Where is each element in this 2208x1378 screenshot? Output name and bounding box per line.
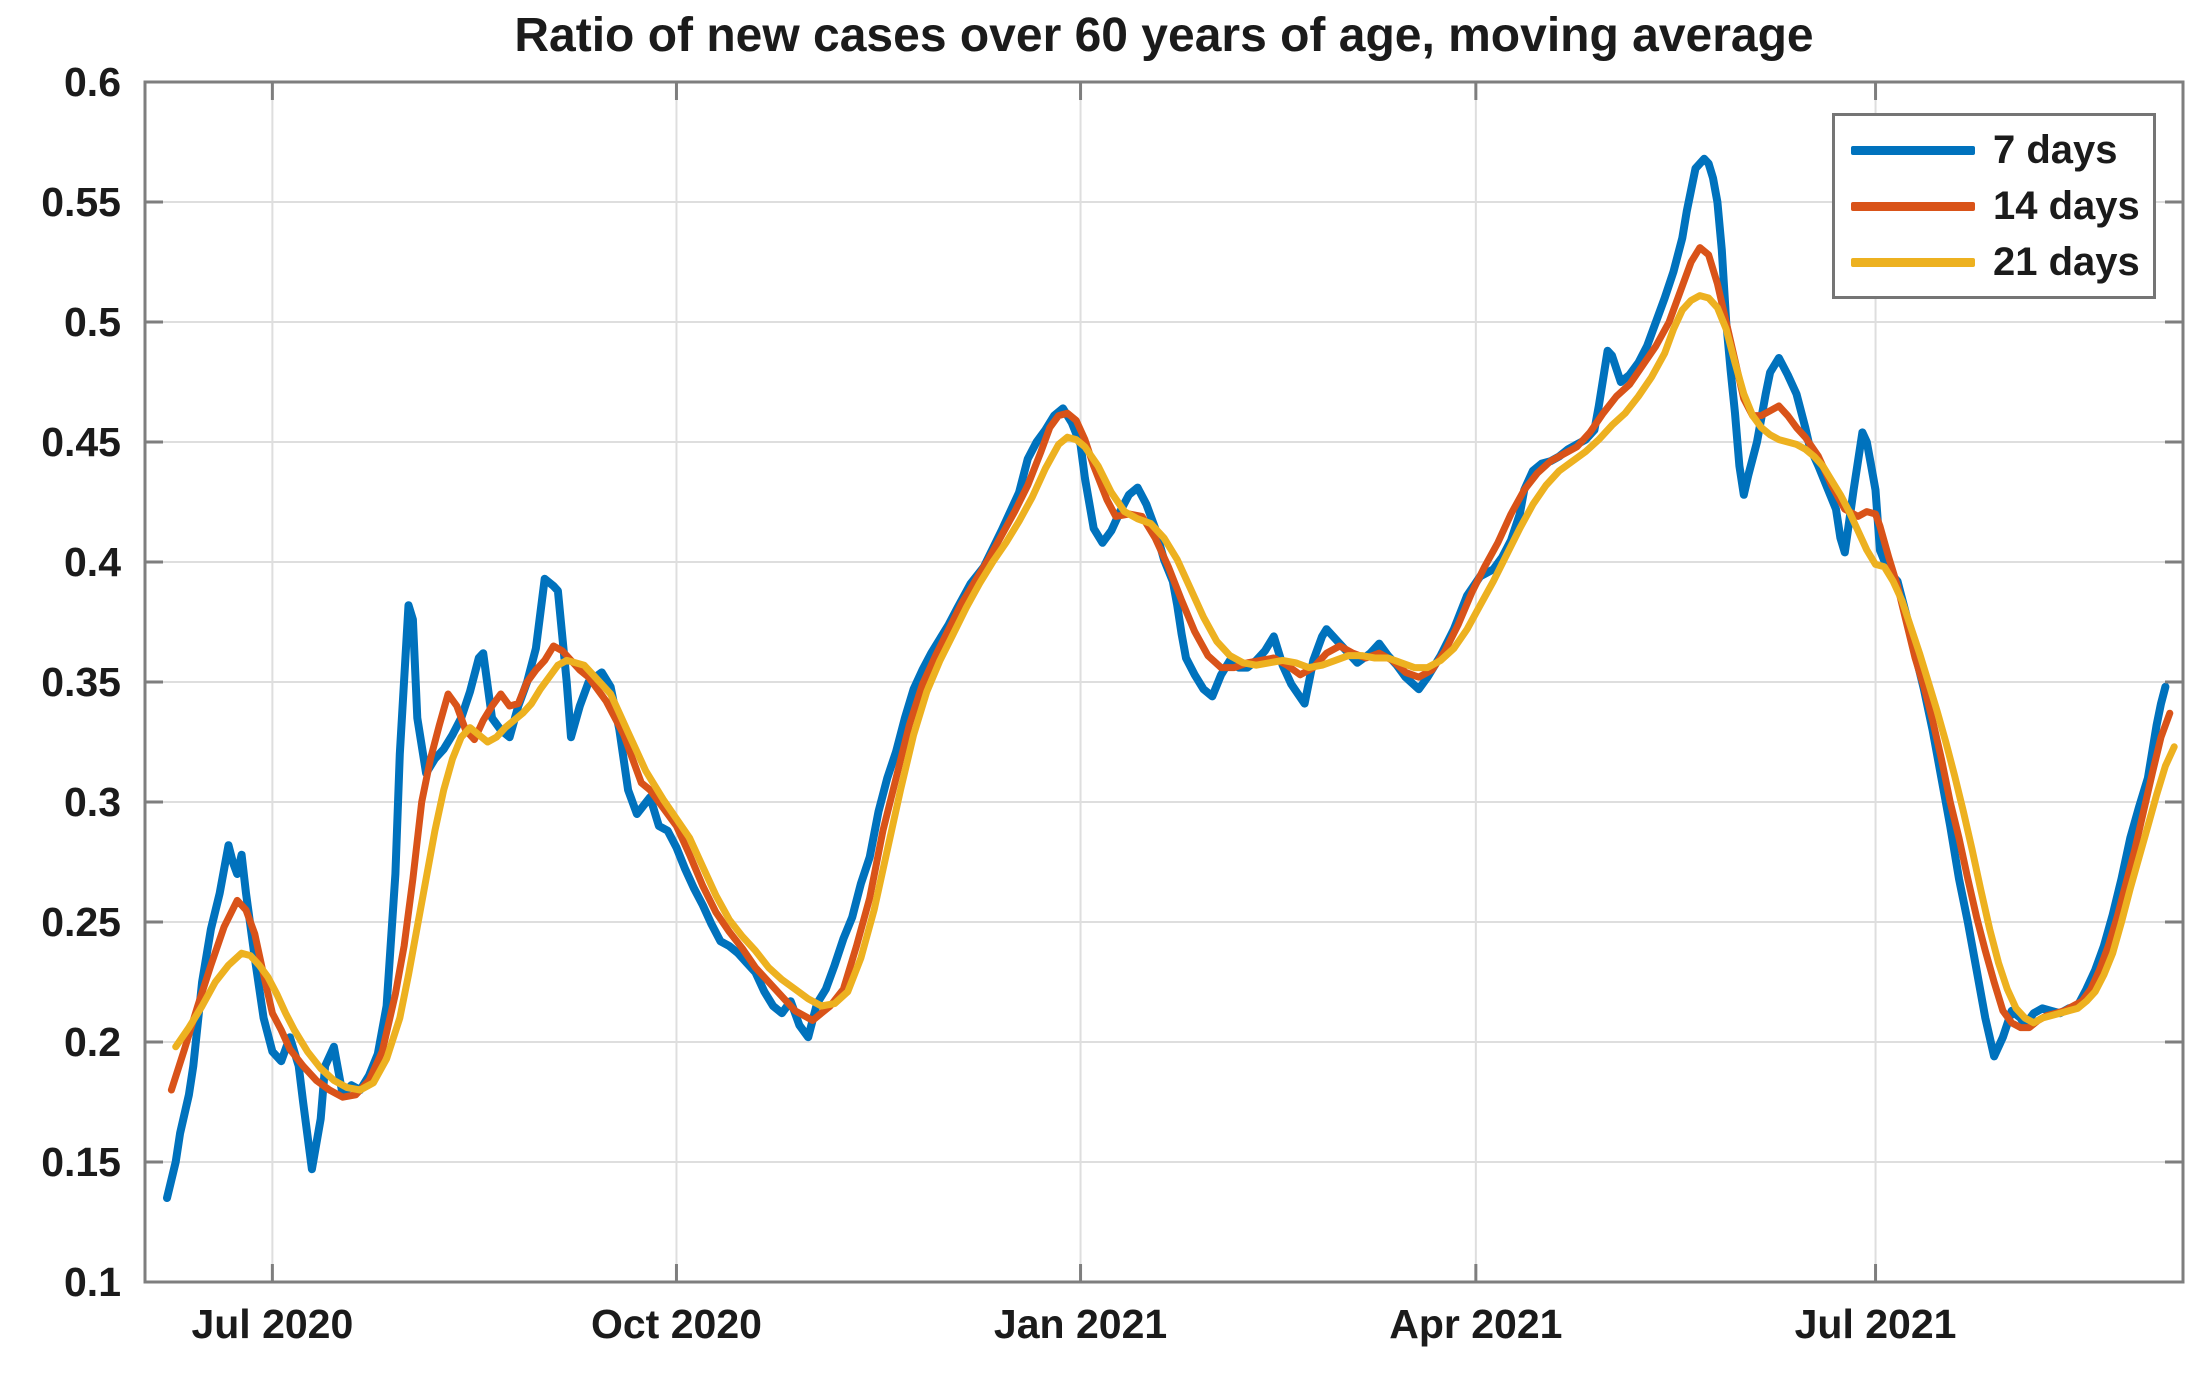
y-tick-label: 0.25 (41, 899, 121, 945)
y-tick-label: 0.4 (64, 539, 121, 585)
legend-label-14-days: 14 days (1993, 184, 2140, 228)
chart-title: Ratio of new cases over 60 years of age,… (514, 9, 1814, 62)
x-tick-label: Apr 2021 (1389, 1301, 1562, 1347)
y-tick-label: 0.5 (64, 299, 121, 345)
legend-item-21-days: 21 days (1851, 242, 2145, 282)
x-tick-label: Oct 2020 (591, 1301, 762, 1347)
legend-item-14-days: 14 days (1851, 186, 2145, 226)
legend-item-7-days: 7 days (1851, 130, 2145, 170)
legend-line-swatch-yellow (1851, 257, 1975, 267)
y-tick-label: 0.6 (64, 59, 121, 105)
legend: 7 days 14 days 21 days (1832, 113, 2156, 299)
legend-line-swatch-blue (1851, 145, 1975, 155)
legend-label-7-days: 7 days (1993, 128, 2118, 172)
y-tick-label: 0.15 (41, 1139, 121, 1185)
y-tick-label: 0.35 (41, 659, 121, 705)
series-line-21-days (172, 292, 2178, 1094)
legend-label-21-days: 21 days (1993, 240, 2140, 284)
x-tick-label: Jul 2020 (191, 1301, 353, 1347)
series-line-7-days (163, 154, 2170, 1202)
legend-line-swatch-orange (1851, 201, 1975, 211)
y-tick-label: 0.3 (64, 779, 121, 825)
x-tick-label: Jul 2021 (1795, 1301, 1957, 1347)
x-tick-label: Jan 2021 (994, 1301, 1167, 1347)
y-tick-label: 0.55 (41, 179, 121, 225)
y-tick-label: 0.1 (64, 1259, 121, 1305)
y-tick-label: 0.2 (64, 1019, 121, 1065)
y-tick-label: 0.45 (41, 419, 121, 465)
